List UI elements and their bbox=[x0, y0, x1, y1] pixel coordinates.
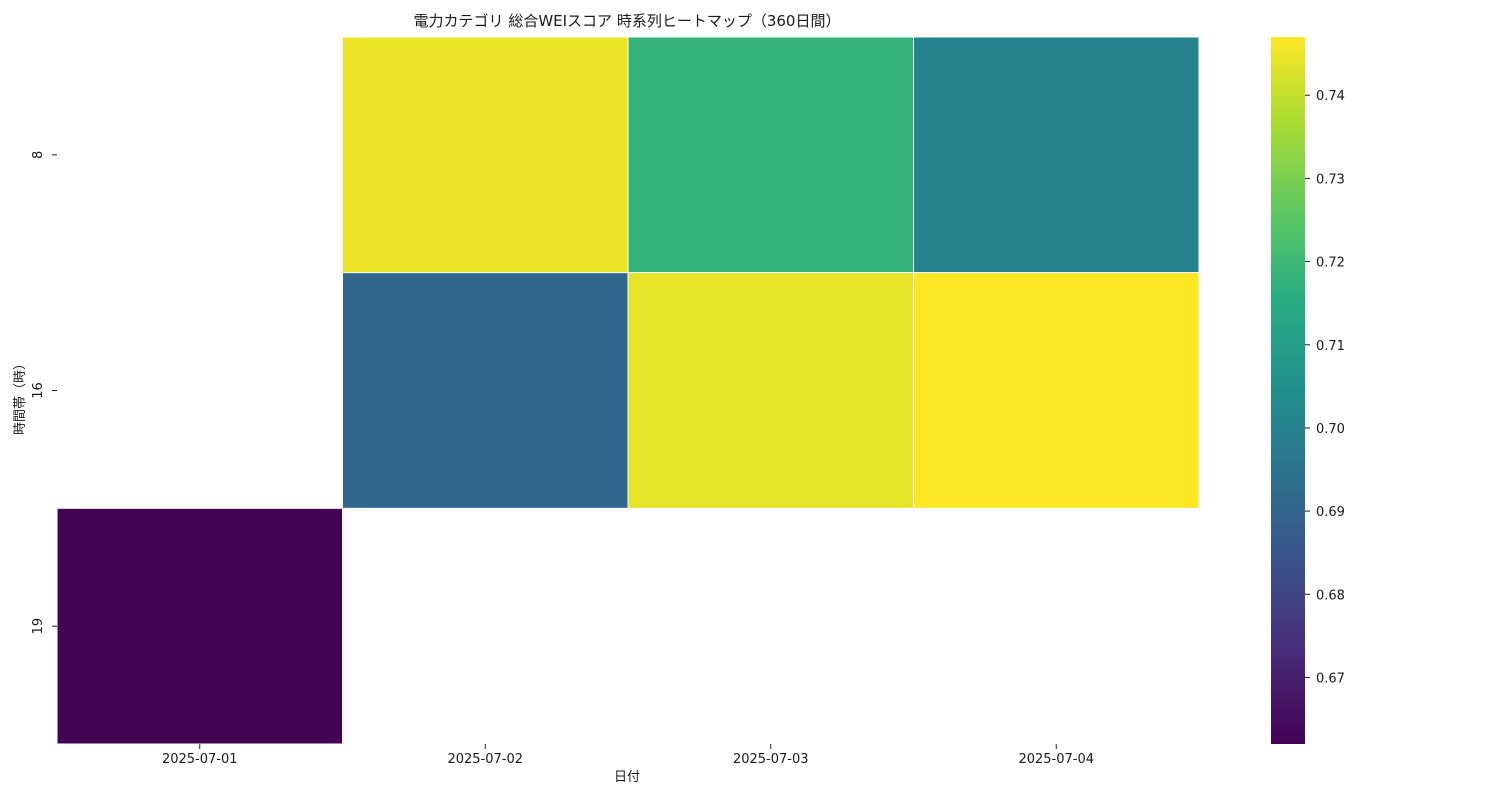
y-tick-label: 16 bbox=[31, 382, 46, 399]
y-tick-label: 8 bbox=[31, 151, 46, 159]
x-tick-label: 2025-07-02 bbox=[447, 752, 523, 767]
colorbar: 0.67 0.68 0.69 0.70 0.71 0.72 0.73 0.74 bbox=[1271, 37, 1345, 744]
heatmap-cell bbox=[342, 272, 629, 509]
colorbar-tick-label: 0.74 bbox=[1316, 89, 1345, 104]
chart-title: 電力カテゴリ 総合WEIスコア 時系列ヒートマップ（360日間） bbox=[414, 12, 841, 30]
heatmap-cell bbox=[913, 272, 1200, 509]
y-axis-label: 時間帯（時） bbox=[13, 357, 28, 435]
heatmap-cell bbox=[913, 36, 1200, 274]
heatmap-cell bbox=[342, 36, 629, 274]
heatmap-cell bbox=[627, 272, 914, 509]
colorbar-tick-label: 0.70 bbox=[1316, 422, 1345, 437]
x-tick-label: 2025-07-01 bbox=[162, 752, 238, 767]
heatmap-cell bbox=[56, 507, 343, 745]
x-tick-label: 2025-07-04 bbox=[1018, 752, 1094, 767]
colorbar-tick-label: 0.73 bbox=[1316, 172, 1345, 187]
y-axis: 8 16 19 bbox=[31, 151, 57, 635]
x-axis: 2025-07-01 2025-07-02 2025-07-03 2025-07-04 bbox=[162, 744, 1094, 767]
colorbar-tick-label: 0.67 bbox=[1316, 671, 1345, 686]
colorbar-gradient bbox=[1271, 37, 1305, 744]
x-tick-label: 2025-07-03 bbox=[733, 752, 809, 767]
x-axis-label: 日付 bbox=[614, 770, 640, 785]
y-tick-label: 19 bbox=[31, 618, 46, 635]
colorbar-tick-label: 0.71 bbox=[1316, 339, 1345, 354]
colorbar-tick-label: 0.69 bbox=[1316, 505, 1345, 520]
colorbar-tick-label: 0.68 bbox=[1316, 588, 1345, 603]
heatmap-cell bbox=[627, 36, 914, 274]
heatmap-cells bbox=[56, 36, 1200, 745]
colorbar-tick-label: 0.72 bbox=[1316, 256, 1345, 271]
